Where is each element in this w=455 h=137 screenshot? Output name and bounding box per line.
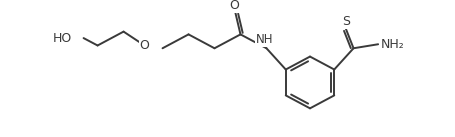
Text: O: O xyxy=(140,39,150,52)
Text: S: S xyxy=(342,15,350,28)
Text: NH: NH xyxy=(256,33,273,46)
Text: HO: HO xyxy=(52,32,71,45)
Text: O: O xyxy=(230,0,239,12)
Text: NH₂: NH₂ xyxy=(380,38,404,51)
